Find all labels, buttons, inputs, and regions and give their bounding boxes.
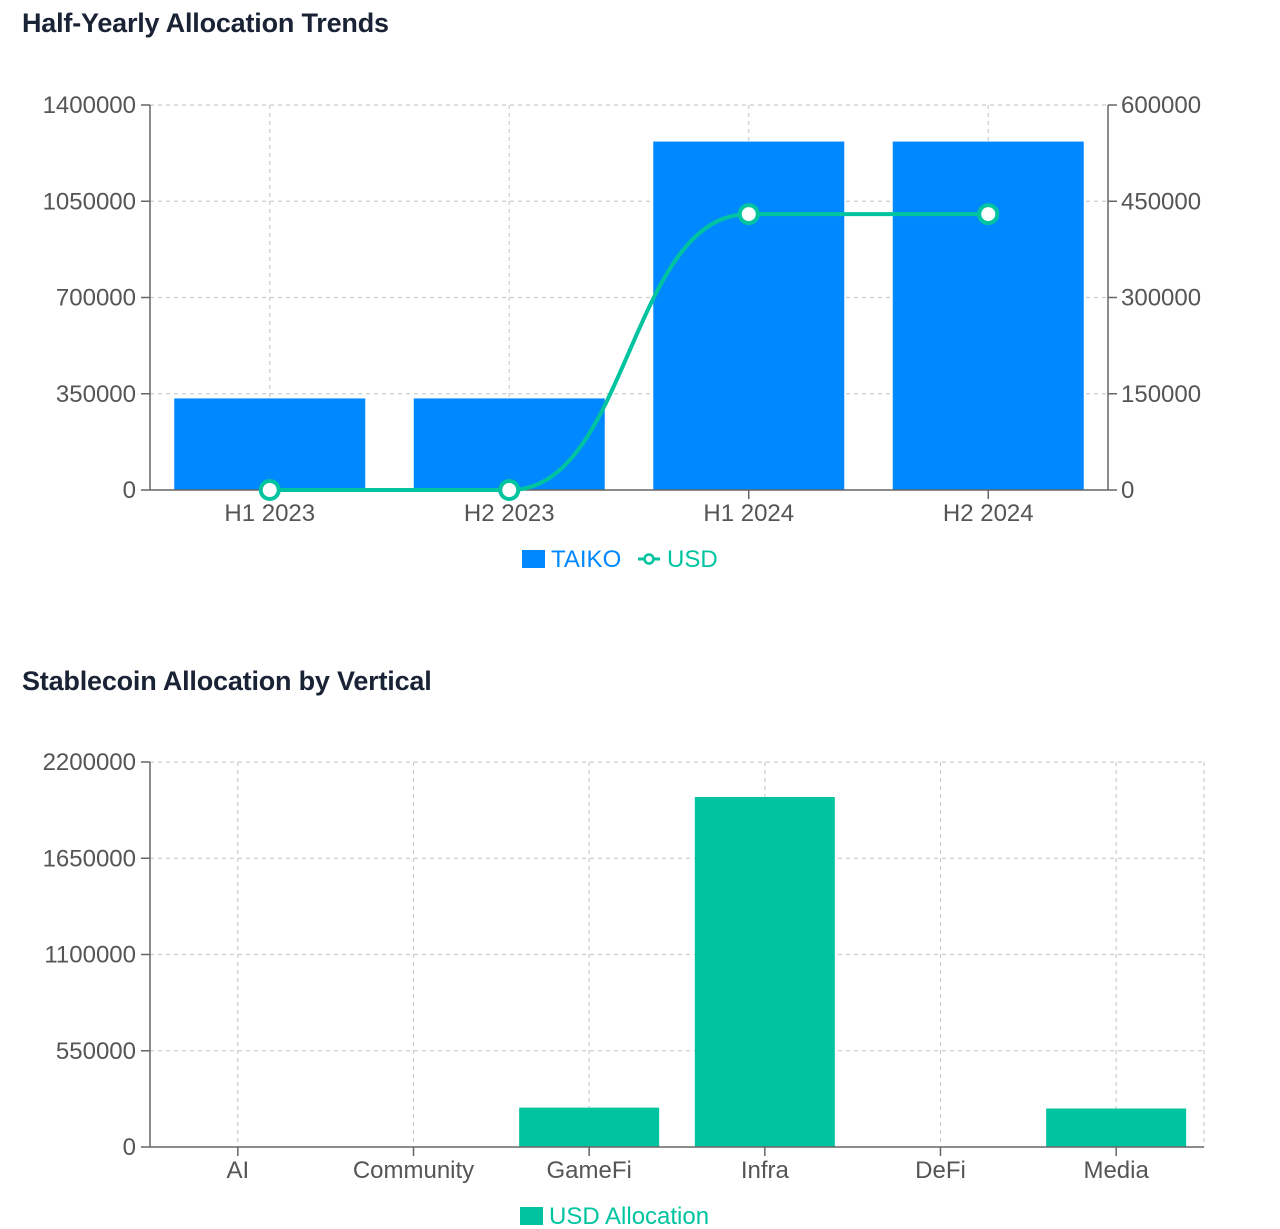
x-tick-label: H2 2023 [464,500,555,527]
y-tick-label: 1650000 [43,845,136,872]
bar-taiko-0 [174,398,366,490]
legend-label-taiko: TAIKO [551,546,621,573]
x-tick-label: Infra [741,1157,790,1184]
chart-title-allocation-trends: Half-Yearly Allocation Trends [22,8,389,38]
point-usd-3 [977,203,1000,226]
bar-taiko-1 [413,398,605,490]
bar-taiko-2 [653,141,845,490]
bar-usd-allocation-3 [694,797,835,1147]
y-tick-label: 0 [123,1134,136,1161]
y-tick-label-right: 450000 [1121,188,1201,215]
y-tick-label-right: 0 [1121,477,1134,504]
y-tick-label-left: 1050000 [43,188,136,215]
y-tick-label: 550000 [56,1038,136,1065]
x-tick-label: DeFi [915,1157,966,1184]
legend-label-usd-allocation: USD Allocation [549,1203,709,1229]
point-usd-1 [498,479,521,501]
bar-taiko-3 [892,141,1084,490]
y-tick-label-right: 600000 [1121,92,1201,119]
legend-swatch-usd-dot [643,553,655,565]
y-tick-label-left: 0 [123,477,136,504]
legend-swatch-taiko [522,550,545,568]
x-tick-label: Community [353,1157,474,1184]
allocation-trends-chart: 0 350000 700000 1050000 1400000 0 150000 300000… [43,92,1202,573]
x-tick-label: GameFi [546,1157,631,1184]
x-tick-label: H1 2023 [224,500,315,527]
y-tick-label: 1100000 [44,942,136,969]
y-tick-label-left: 350000 [56,381,136,408]
y-tick-label-left: 1400000 [43,92,136,119]
legend-swatch-usd-allocation [520,1207,543,1225]
chart-title-stablecoin-vertical: Stablecoin Allocation by Vertical [22,666,432,696]
y-tick-label-right: 300000 [1121,285,1201,312]
bar-usd-allocation-5 [1046,1108,1187,1147]
x-tick-label: AI [226,1157,249,1184]
x-tick-label: H2 2024 [943,500,1034,527]
x-tick-label: H1 2024 [703,500,794,527]
y-tick-label-right: 150000 [1121,381,1201,408]
legend-label-usd: USD [667,546,718,573]
line-usd [269,212,989,492]
point-usd-2 [737,203,760,226]
y-tick-label-left: 700000 [56,285,136,312]
bar-usd-allocation-2 [519,1107,660,1147]
point-usd-0 [258,479,281,501]
x-tick-label: Media [1083,1157,1149,1184]
y-tick-label: 2200000 [43,749,136,776]
